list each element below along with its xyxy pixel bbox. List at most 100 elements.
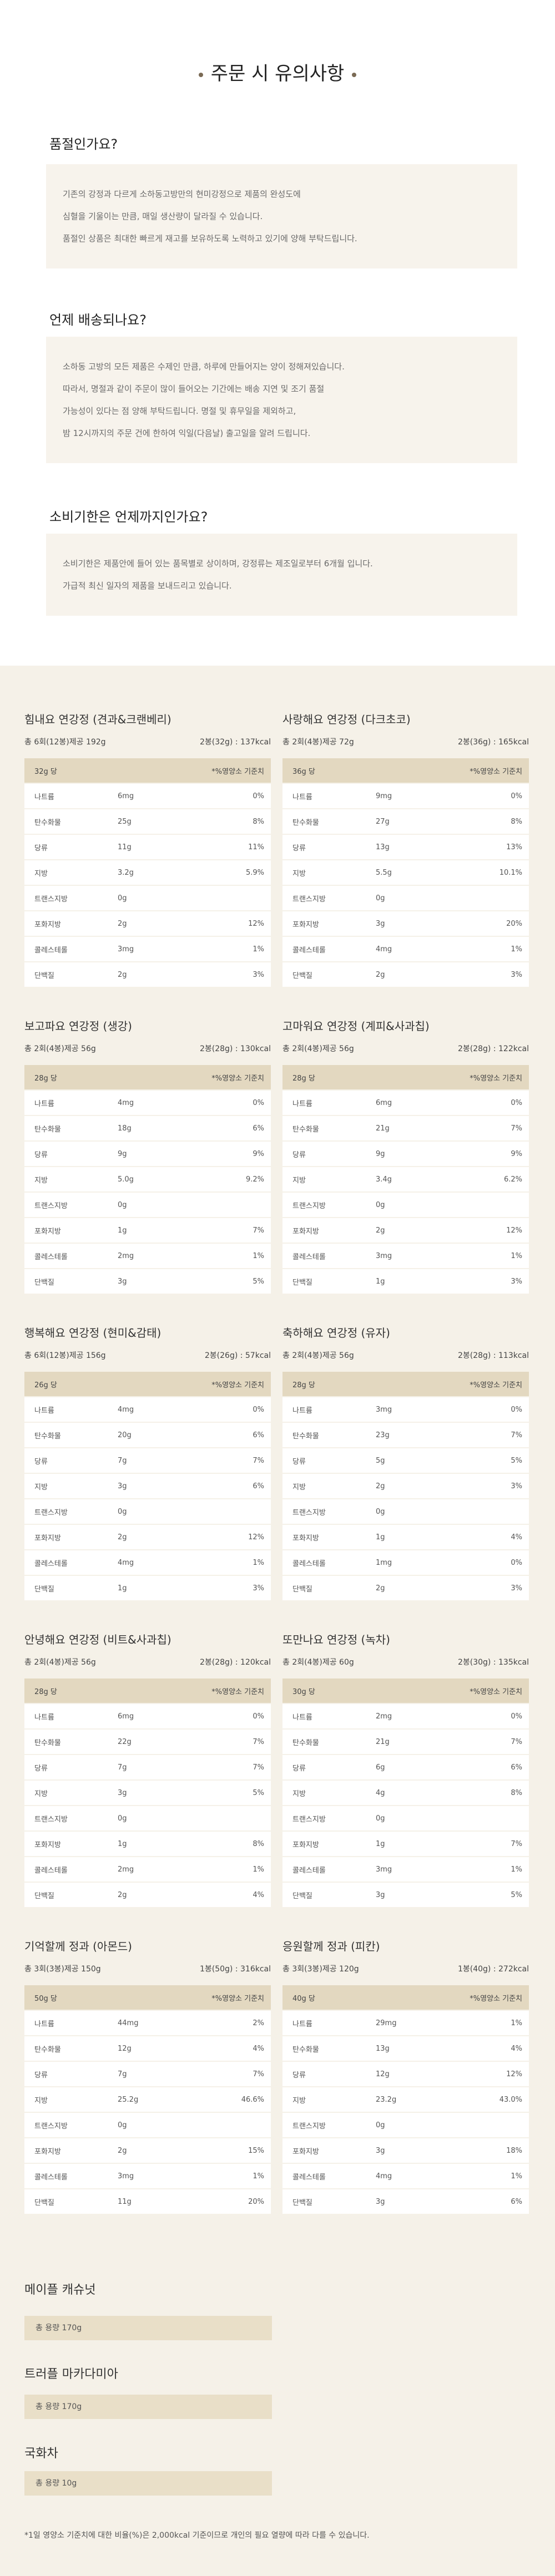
product-serving: 총 6회(12봉)제공 192g 2봉(32g) : 137kcal xyxy=(24,732,271,753)
nutrition-card: 안녕해요 연강정 (비트&사과칩) 총 2회(4봉)제공 56g 2봉(28g) :… xyxy=(24,1627,271,1908)
nutrient-amount: 6mg xyxy=(376,1098,392,1107)
nutrient-amount: 44mg xyxy=(118,2019,139,2027)
nutrient-name: 탄수화물 xyxy=(34,2045,61,2054)
nutrient-name: 단백질 xyxy=(292,1585,312,1594)
nutrient-name: 당류 xyxy=(34,1150,48,1159)
nutrient-percent: 1% xyxy=(511,2019,522,2027)
nutrient-percent: 7% xyxy=(253,2070,264,2078)
nutrient-percent: 1% xyxy=(253,1865,264,1874)
nutrient-amount: 2g xyxy=(376,1226,385,1235)
nutrient-name: 콜레스테롤 xyxy=(34,1252,68,1261)
nutrient-percent: 0% xyxy=(511,1405,522,1414)
nutrient-name: 트랜스지방 xyxy=(34,1201,68,1210)
nutrient-amount: 3mg xyxy=(118,2172,134,2181)
nutrient-name: 탄수화물 xyxy=(292,1738,319,1747)
nutrient-amount: 7g xyxy=(118,2070,127,2078)
nutrient-name: 포화지방 xyxy=(34,1840,61,1849)
faq-answer-box: 소하동 고방의 모든 제품은 수제인 만큼, 하루에 만들어지는 양이 정해져있… xyxy=(46,337,517,463)
nutrient-amount: 25g xyxy=(118,817,132,826)
faq-answer-box: 기존의 강정과 다르게 소하동고방만의 현미강정으로 제품의 완성도에 심혈을 기… xyxy=(46,164,517,268)
nutrient-row: 포화지방 3g 18% xyxy=(282,2138,529,2163)
product-serving: 총 2회(4봉)제공 56g 2봉(28g) : 120kcal xyxy=(24,1652,271,1673)
nutrient-name: 당류 xyxy=(292,844,306,853)
nutrient-row: 나트륨 6mg 0% xyxy=(282,1091,529,1115)
nutrient-name: 콜레스테롤 xyxy=(292,1559,326,1568)
nutrient-name: 콜레스테롤 xyxy=(292,1866,326,1875)
nutrient-amount: 27g xyxy=(376,817,390,826)
nutrient-row: 단백질 1g 3% xyxy=(24,1576,271,1600)
nutrient-row: 트랜스지방 0g xyxy=(24,886,271,910)
nutrient-percent: 20% xyxy=(248,2197,264,2206)
total-amount: 총 2회(4봉)제공 60g xyxy=(282,1658,354,1667)
nutrient-percent: 3% xyxy=(511,970,522,979)
nutrient-row: 탄수화물 13g 4% xyxy=(282,2036,529,2061)
nutrient-amount: 3g xyxy=(376,919,385,928)
nutrient-name: 지방 xyxy=(34,1176,48,1185)
table-header: 32g 당 *%영양소 기준치 xyxy=(24,758,271,783)
faq-answer-line: 품절인 상품은 최대한 빠르게 재고를 보유하도록 노력하고 있기에 양해 부탁… xyxy=(63,234,357,244)
nutrient-name: 포화지방 xyxy=(292,2147,319,2156)
total-amount: 총 6회(12봉)제공 156g xyxy=(24,1351,106,1360)
total-amount: 총 2회(4봉)제공 56g xyxy=(282,1351,354,1360)
serving-kcal: 2봉(28g) : 130kcal xyxy=(199,1044,271,1053)
nutrient-name: 지방 xyxy=(292,1176,306,1185)
nutrient-name: 포화지방 xyxy=(292,1534,319,1543)
nutrient-amount: 2g xyxy=(376,1482,385,1490)
nutrient-row: 콜레스테롤 2mg 1% xyxy=(24,1244,271,1268)
nutrient-row: 포화지방 2g 12% xyxy=(24,911,271,936)
nutrient-amount: 3g xyxy=(118,1277,127,1286)
nutrient-name: 탄수화물 xyxy=(34,1738,61,1747)
nutrient-amount: 12g xyxy=(118,2044,132,2053)
nutrient-percent: 4% xyxy=(253,2044,264,2053)
nutrient-row: 콜레스테롤 4mg 1% xyxy=(282,937,529,961)
nutrient-row: 단백질 11g 20% xyxy=(24,2189,271,2214)
table-header: 30g 당 *%영양소 기준치 xyxy=(282,1679,529,1703)
nutrient-name: 지방 xyxy=(34,2096,48,2105)
nutrient-name: 트랜스지방 xyxy=(292,2122,326,2131)
nutrient-row: 당류 7g 7% xyxy=(24,1448,271,1473)
nutrient-amount: 21g xyxy=(376,1737,390,1746)
nutrient-name: 콜레스테롤 xyxy=(292,1252,326,1261)
nutrient-row: 트랜스지방 0g xyxy=(282,1499,529,1524)
daily-value-label: *%영양소 기준치 xyxy=(470,767,522,776)
nutrient-amount: 3g xyxy=(118,1788,127,1797)
nutrient-row: 당류 12g 12% xyxy=(282,2062,529,2086)
nutrient-amount: 1g xyxy=(376,1533,385,1541)
nutrient-name: 지방 xyxy=(34,869,48,878)
nutrient-percent: 4% xyxy=(253,1890,264,1899)
nutrient-percent: 8% xyxy=(253,817,264,826)
table-header: 28g 당 *%영양소 기준치 xyxy=(24,1679,271,1703)
nutrient-row: 나트륨 6mg 0% xyxy=(24,1704,271,1728)
nutrient-amount: 2mg xyxy=(118,1865,134,1874)
daily-value-label: *%영양소 기준치 xyxy=(211,1994,264,2003)
nutrient-percent: 3% xyxy=(511,1584,522,1593)
nutrient-row: 지방 3g 6% xyxy=(24,1474,271,1498)
nutrient-name: 트랜스지방 xyxy=(292,1508,326,1517)
daily-value-label: *%영양소 기준치 xyxy=(211,1381,264,1390)
table-header: 40g 당 *%영양소 기준치 xyxy=(282,1985,529,2010)
nutrient-row: 트랜스지방 0g xyxy=(282,1193,529,1217)
nutrient-name: 당류 xyxy=(292,1764,306,1773)
nutrient-percent: 11% xyxy=(248,843,264,851)
basis: 36g 당 xyxy=(292,767,315,776)
nutrient-amount: 3.4g xyxy=(376,1175,392,1184)
daily-value-label: *%영양소 기준치 xyxy=(470,1687,522,1696)
serving-kcal: 1봉(40g) : 272kcal xyxy=(457,1965,529,1974)
nutrient-row: 단백질 2g 3% xyxy=(24,962,271,987)
nutrient-percent: 1% xyxy=(511,945,522,954)
product-name: 또만나요 연강정 (녹차) xyxy=(282,1633,390,1646)
faq-answer-line: 밤 12시까지의 주문 건에 한하여 익일(다음날) 출고일을 알려 드립니다. xyxy=(63,428,311,438)
nutrient-percent: 6% xyxy=(511,2197,522,2206)
nutrient-amount: 1g xyxy=(118,1226,127,1235)
daily-value-label: *%영양소 기준치 xyxy=(211,767,264,776)
nutrient-name: 당류 xyxy=(34,1457,48,1466)
nutrition-card: 고마워요 연강정 (계피&사과칩) 총 2회(4봉)제공 56g 2봉(28g) :… xyxy=(282,1014,529,1295)
total-amount: 총 2회(4봉)제공 56g xyxy=(24,1044,96,1053)
nutrient-amount: 0g xyxy=(118,1200,127,1209)
nutrient-name: 탄수화물 xyxy=(292,1125,319,1134)
nutrient-row: 콜레스테롤 3mg 1% xyxy=(282,1244,529,1268)
nutrient-name: 콜레스테롤 xyxy=(34,946,68,955)
nutrient-percent: 7% xyxy=(511,1431,522,1439)
nutrient-name: 트랜스지방 xyxy=(34,1815,68,1824)
